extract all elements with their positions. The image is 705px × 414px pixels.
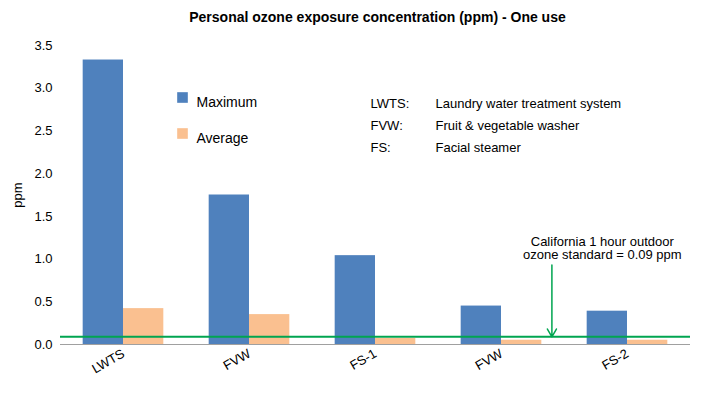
svg-text:FS-2: FS-2	[599, 346, 631, 373]
svg-text:FVW:: FVW:	[371, 118, 403, 133]
svg-text:1.5: 1.5	[34, 209, 52, 224]
svg-text:FS:: FS:	[371, 140, 391, 155]
svg-text:3.5: 3.5	[34, 38, 52, 53]
svg-text:Average: Average	[197, 130, 249, 146]
svg-text:ppm: ppm	[10, 182, 25, 207]
svg-text:Fruit & vegetable washer: Fruit & vegetable washer	[436, 118, 580, 133]
svg-text:2.0: 2.0	[34, 166, 52, 181]
svg-text:Laundry water treatment system: Laundry water treatment system	[436, 96, 622, 111]
svg-text:Maximum: Maximum	[197, 94, 258, 110]
svg-text:FVW: FVW	[221, 345, 254, 373]
svg-text:Facial steamer: Facial steamer	[436, 140, 522, 155]
svg-text:3.0: 3.0	[34, 80, 52, 95]
svg-text:0.5: 0.5	[34, 294, 52, 309]
svg-text:FVW: FVW	[473, 345, 506, 373]
html-text:Personal ozone exposure concen: Personal ozone exposure concentration (p…	[189, 9, 566, 25]
svg-text:California 1 hour outdoorozone: California 1 hour outdoorozone standard …	[523, 234, 682, 262]
svg-text:0.0: 0.0	[34, 337, 52, 352]
svg-text:LWTS: LWTS	[89, 346, 127, 377]
svg-text:1.0: 1.0	[34, 251, 52, 266]
svg-text:FS-1: FS-1	[347, 346, 379, 373]
svg-text:LWTS:: LWTS:	[371, 96, 410, 111]
svg-text:2.5: 2.5	[34, 123, 52, 138]
